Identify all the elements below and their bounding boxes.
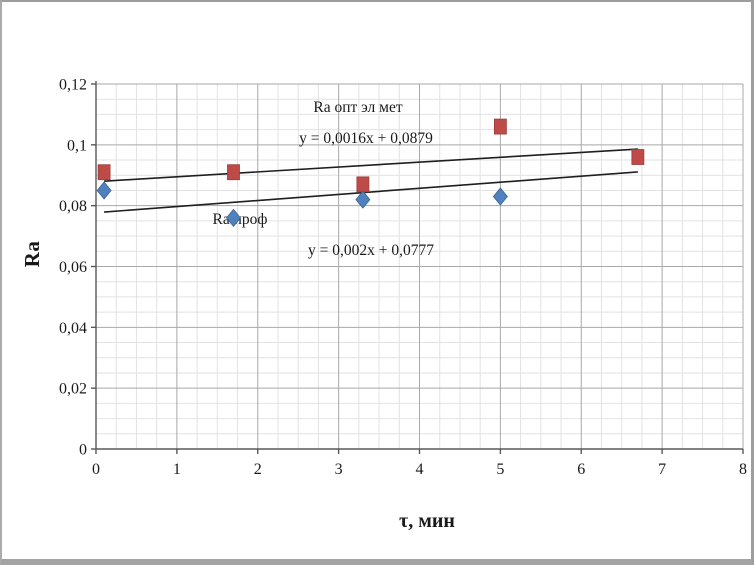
x-axis-title: τ, мин [399,510,455,532]
data-point-marker [493,118,507,135]
series2-equation: y = 0,002x + 0,0777 [308,242,434,259]
series-squares [97,118,645,193]
x-tick-label: 0 [92,461,100,478]
x-tick-label: 2 [254,461,262,478]
y-tick-label: 0,08 [59,198,87,215]
y-axis-title: Ra [20,240,44,268]
x-tick-label: 7 [658,461,666,478]
y-tick-label: 0 [79,442,87,459]
data-point-marker [492,187,508,206]
data-point-marker [97,164,111,181]
series1-equation: y = 0,0016x + 0,0879 [299,130,433,147]
x-tick-label: 5 [496,461,504,478]
data-point-marker [631,149,645,165]
data-point-marker [96,181,112,200]
data-point-marker [225,208,242,227]
data-point-marker [355,190,371,209]
y-tick-label: 0,06 [59,259,87,276]
data-point-marker [227,164,240,181]
x-tick-label: 6 [577,461,585,478]
y-tick-label: 0,04 [59,320,87,337]
y-tick-label: 0,1 [67,137,87,154]
series2-name-label: Ra проф [213,211,268,228]
y-tick-label: 0,12 [59,77,87,94]
series-diamonds [96,181,508,227]
grid-major [95,83,744,450]
x-tick-label: 3 [335,461,343,478]
trendline [104,148,638,182]
y-tick-label: 0,02 [59,381,87,398]
data-point-marker [356,176,370,193]
series1-name-label: Ra опт эл мет [313,99,402,116]
trendline [104,171,638,213]
x-tick-label: 8 [739,461,747,478]
axes [91,81,744,454]
x-tick-label: 1 [173,461,181,478]
x-tick-label: 4 [416,461,424,478]
